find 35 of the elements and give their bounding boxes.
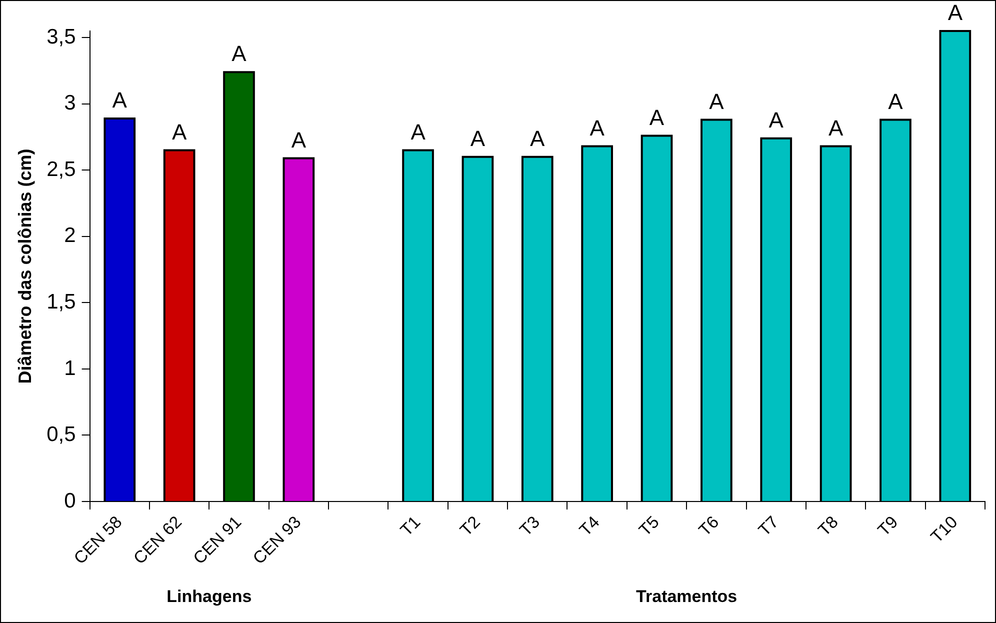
y-tick-label: 2,5 [46,158,76,181]
data-label: A [948,0,963,26]
x-tick-label: T10 [927,512,962,547]
data-label: A [709,88,724,114]
data-label: A [768,107,784,132]
x-tick-label: T1 [396,512,424,540]
data-label: A [172,119,187,144]
x-tick-label: T6 [695,512,723,540]
data-label: A [649,104,664,130]
x-tick-label: T3 [516,512,544,540]
x-tick-label: T7 [754,512,782,540]
data-label: A [828,115,844,140]
x-tick-label: T5 [635,512,663,540]
y-tick-label: 1 [64,356,76,380]
y-tick-label: 0,5 [46,423,76,446]
y-tick-label: 0 [64,489,76,512]
x-tick-label: T9 [874,512,902,540]
data-label: A [888,88,904,114]
text: Tratamentos [636,587,738,606]
x-tick-label: T2 [456,512,484,540]
data-label: A [590,115,605,140]
y-tick-label: 1,5 [46,290,76,314]
y-tick-label: 3,5 [46,25,76,48]
y-tick-label: 3 [64,92,76,115]
x-tick-label: T8 [814,512,842,540]
y-tick-label: 2 [64,224,76,248]
text: Linhagens [166,587,252,606]
data-label: A [530,126,546,151]
data-label: A [291,127,306,152]
y-axis-title: Diâmetro das colônias (cm) [14,148,35,384]
data-label: A [112,88,128,113]
data-label: A [470,126,486,151]
data-label: A [410,119,426,144]
x-tick-label: T4 [576,512,604,540]
data-label: A [232,41,247,66]
